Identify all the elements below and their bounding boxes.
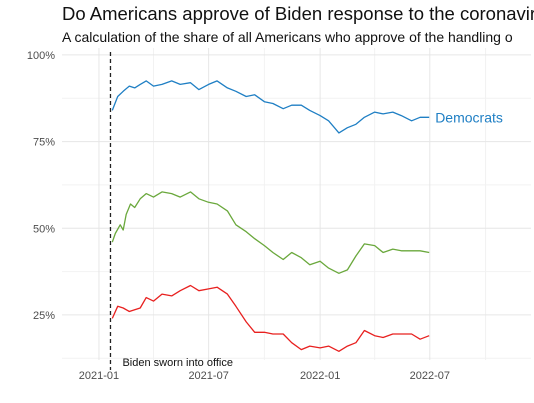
grid	[62, 48, 531, 360]
inauguration-marker-label: Biden sworn into office	[122, 357, 232, 369]
x-tick-label: 2022-01	[300, 370, 340, 382]
series-line-1	[111, 80, 430, 134]
series-line-2	[111, 191, 430, 274]
series-line-3	[111, 284, 430, 352]
annotation: Biden sworn into office	[109, 52, 233, 370]
y-tick-label: 100%	[27, 50, 55, 62]
axes: 2021-01 2021-07 2022-01 2022-07 25% 50% 75% 100…	[27, 50, 450, 382]
x-tick-label: 2022-07	[410, 370, 450, 382]
chart-subtitle: A calculation of the share of all Americ…	[62, 29, 513, 45]
y-tick-label: 25%	[33, 310, 55, 322]
y-tick-label: 75%	[33, 137, 55, 149]
chart-title: Do Americans approve of Biden response t…	[62, 3, 534, 24]
series-lines: Democrats	[111, 80, 503, 352]
x-tick-label: 2021-01	[79, 370, 119, 382]
y-tick-label: 50%	[33, 223, 55, 235]
x-tick-label: 2021-07	[188, 370, 228, 382]
series-label: Democrats	[435, 109, 503, 125]
